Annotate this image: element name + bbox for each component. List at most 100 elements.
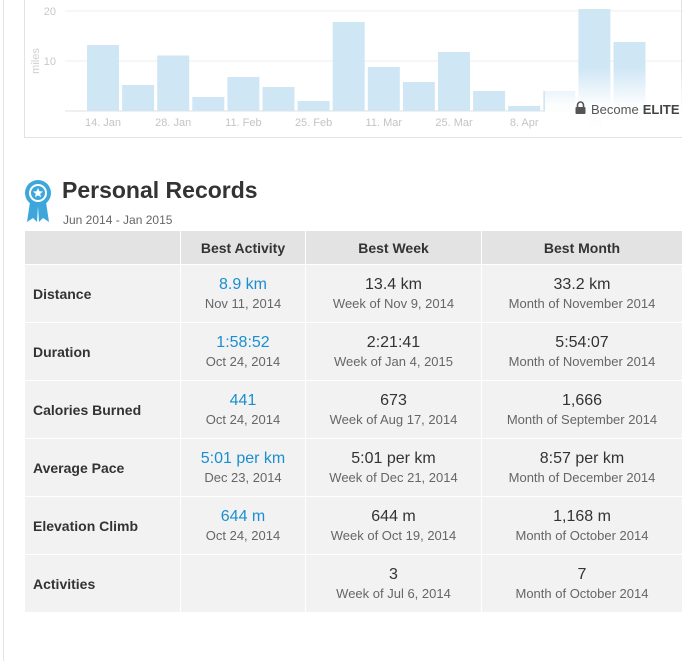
best-activity-date: Dec 23, 2014 bbox=[204, 469, 282, 485]
best-week-cell: 673 Week of Aug 17, 2014 bbox=[305, 380, 482, 439]
chart-bar bbox=[227, 77, 260, 111]
row-label-distance: Distance bbox=[24, 264, 181, 323]
best-week-value: 3 bbox=[389, 565, 398, 583]
best-activity-link[interactable]: 8.9 km bbox=[218, 275, 267, 293]
best-week-cell: 2:21:41 Week of Jan 4, 2015 bbox=[305, 322, 482, 381]
best-activity-date: Oct 24, 2014 bbox=[205, 411, 281, 427]
best-week-date: Week of Aug 17, 2014 bbox=[329, 411, 458, 427]
award-ribbon-icon bbox=[24, 178, 52, 229]
best-month-value: 33.2 km bbox=[553, 275, 611, 293]
table-row: Activities 3 Week of Jul 6, 2014 7 Month… bbox=[24, 554, 683, 613]
best-activity-cell bbox=[180, 554, 306, 613]
table-row: Average Pace 5:01 per km Dec 23, 2014 5:… bbox=[24, 438, 683, 497]
best-week-date: Week of Jan 4, 2015 bbox=[333, 353, 453, 369]
lock-icon bbox=[575, 101, 586, 117]
row-label-activities: Activities bbox=[24, 554, 181, 613]
become-elite-link[interactable]: Become ELITE bbox=[575, 101, 680, 117]
chart-x-tick-label: 14. Jan bbox=[85, 117, 121, 129]
best-week-date: Week of Jul 6, 2014 bbox=[336, 585, 451, 601]
best-month-date: Month of October 2014 bbox=[515, 527, 649, 543]
best-activity-link[interactable]: 1:58:52 bbox=[216, 333, 270, 351]
chart-y-tick-label: 20 bbox=[44, 6, 56, 18]
chart-x-tick-label: 8. Apr bbox=[510, 117, 539, 129]
best-activity-date: Oct 24, 2014 bbox=[205, 353, 281, 369]
table-row: Distance 8.9 km Nov 11, 2014 13.4 km Wee… bbox=[24, 264, 683, 323]
best-week-value: 13.4 km bbox=[365, 275, 422, 293]
best-week-date: Week of Dec 21, 2014 bbox=[329, 469, 458, 485]
best-month-date: Month of October 2014 bbox=[515, 585, 649, 601]
best-month-value: 1,666 bbox=[561, 391, 603, 409]
best-week-date: Week of Nov 9, 2014 bbox=[332, 295, 455, 311]
best-activity-cell: 8.9 km Nov 11, 2014 bbox=[180, 264, 306, 323]
best-month-cell: 1,168 m Month of October 2014 bbox=[481, 496, 683, 555]
best-month-cell: 1,666 Month of September 2014 bbox=[481, 380, 683, 439]
chart-bar bbox=[157, 55, 190, 111]
best-activity-date: Nov 11, 2014 bbox=[204, 295, 282, 311]
chart-bar bbox=[192, 97, 225, 111]
best-month-value: 8:57 per km bbox=[539, 449, 625, 467]
best-week-cell: 644 m Week of Oct 19, 2014 bbox=[305, 496, 482, 555]
chart-bar bbox=[262, 87, 295, 111]
row-label-calories: Calories Burned bbox=[24, 380, 181, 439]
best-month-cell: 8:57 per km Month of December 2014 bbox=[481, 438, 683, 497]
chart-y-tick-label: 10 bbox=[44, 56, 56, 68]
chart-bar bbox=[367, 67, 400, 111]
chart-bar bbox=[402, 82, 435, 111]
row-label-average-pace: Average Pace bbox=[24, 438, 181, 497]
best-activity-date: Oct 24, 2014 bbox=[205, 527, 281, 543]
best-month-cell: 7 Month of October 2014 bbox=[481, 554, 683, 613]
best-activity-link[interactable]: 5:01 per km bbox=[200, 449, 286, 467]
best-month-date: Month of September 2014 bbox=[506, 411, 658, 427]
best-month-value: 7 bbox=[577, 565, 587, 583]
table-header-row: Best Activity Best Week Best Month bbox=[24, 230, 683, 265]
row-label-elevation: Elevation Climb bbox=[24, 496, 181, 555]
best-week-value: 644 m bbox=[371, 507, 416, 525]
chart-bar bbox=[438, 52, 470, 111]
row-label-duration: Duration bbox=[24, 322, 181, 381]
become-elite-strong: ELITE bbox=[642, 101, 680, 117]
chart-y-axis-label: miles bbox=[30, 48, 42, 74]
header-best-activity: Best Activity bbox=[180, 230, 306, 265]
best-week-value: 5:01 per km bbox=[351, 449, 436, 467]
best-month-cell: 5:54:07 Month of November 2014 bbox=[481, 322, 683, 381]
header-best-month: Best Month bbox=[481, 230, 683, 265]
become-elite-prefix: Become bbox=[591, 101, 639, 117]
best-activity-cell: 1:58:52 Oct 24, 2014 bbox=[180, 322, 306, 381]
best-activity-cell: 5:01 per km Dec 23, 2014 bbox=[180, 438, 306, 497]
table-row: Elevation Climb 644 m Oct 24, 2014 644 m… bbox=[24, 496, 683, 555]
personal-records-title: Personal Records bbox=[62, 177, 258, 203]
chart-locked-fade bbox=[545, 67, 685, 137]
header-best-week: Best Week bbox=[305, 230, 482, 265]
best-activity-link[interactable]: 441 bbox=[229, 391, 257, 409]
best-activity-cell: 441 Oct 24, 2014 bbox=[180, 380, 306, 439]
best-month-value: 1,168 m bbox=[553, 507, 611, 525]
chart-x-tick-label: 28. Jan bbox=[155, 117, 191, 129]
best-month-date: Month of December 2014 bbox=[508, 469, 656, 485]
best-month-date: Month of November 2014 bbox=[508, 353, 656, 369]
best-week-value: 2:21:41 bbox=[366, 333, 421, 351]
chart-x-tick-label: 25. Feb bbox=[295, 117, 332, 129]
best-week-cell: 13.4 km Week of Nov 9, 2014 bbox=[305, 264, 482, 323]
best-week-date: Week of Oct 19, 2014 bbox=[330, 527, 457, 543]
best-month-value: 5:54:07 bbox=[555, 333, 609, 351]
table-row: Calories Burned 441 Oct 24, 2014 673 Wee… bbox=[24, 380, 683, 439]
chart-bar bbox=[297, 101, 330, 111]
best-week-cell: 3 Week of Jul 6, 2014 bbox=[305, 554, 482, 613]
chart-bar bbox=[122, 85, 155, 111]
best-week-cell: 5:01 per km Week of Dec 21, 2014 bbox=[305, 438, 482, 497]
best-activity-link[interactable]: 644 m bbox=[220, 507, 266, 525]
page-left-border bbox=[3, 0, 4, 661]
personal-records-table: Best Activity Best Week Best Month Dista… bbox=[24, 230, 683, 613]
chart-bar bbox=[473, 91, 506, 111]
chart-x-tick-label: 11. Feb bbox=[225, 117, 262, 129]
chart-bar bbox=[87, 45, 119, 111]
records-date-range: Jun 2014 - Jan 2015 bbox=[63, 213, 173, 227]
best-month-cell: 33.2 km Month of November 2014 bbox=[481, 264, 683, 323]
best-activity-cell: 644 m Oct 24, 2014 bbox=[180, 496, 306, 555]
weekly-miles-chart: 20 10 miles 14. Jan 28. Jan 11. Feb 25. Feb 11.… bbox=[24, 0, 685, 138]
best-month-date: Month of November 2014 bbox=[508, 295, 656, 311]
chart-x-tick-label: 11. Mar bbox=[366, 117, 403, 129]
table-row: Duration 1:58:52 Oct 24, 2014 2:21:41 We… bbox=[24, 322, 683, 381]
chart-bar bbox=[508, 106, 541, 111]
